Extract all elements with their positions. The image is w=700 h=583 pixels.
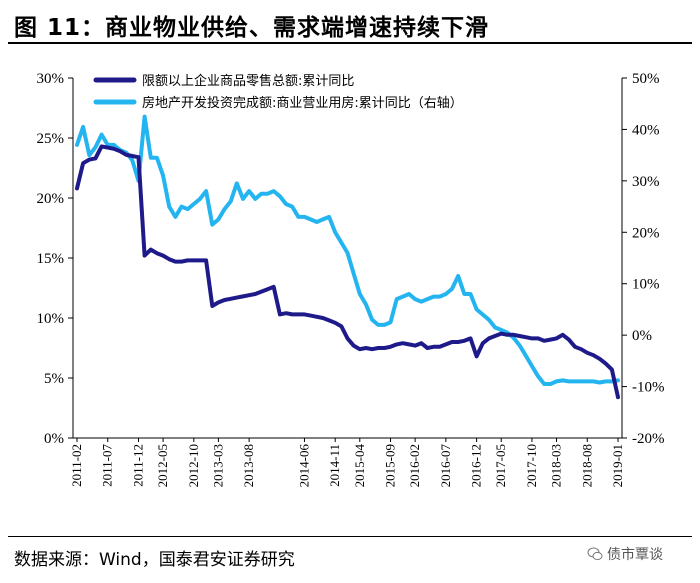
data-source: 数据来源：Wind，国泰君安证券研究 [14, 550, 295, 570]
right-tick-label: 10% [632, 277, 660, 293]
series-line-2 [75, 114, 620, 386]
x-tick-label: 2016-02 [407, 444, 422, 487]
x-tick-label: 2013-08 [241, 444, 256, 487]
title-bar: 图 11：商业物业供给、需求端增速持续下滑 [8, 4, 692, 44]
x-tick-label: 2015-04 [352, 444, 367, 488]
left-tick-label: 15% [37, 251, 65, 267]
x-tick-label: 2012-10 [186, 444, 201, 487]
left-tick-label: 0% [44, 431, 64, 447]
left-tick-label: 30% [37, 71, 65, 87]
x-tick-label: 2016-12 [469, 444, 484, 487]
x-tick-label: 2011-02 [69, 444, 84, 487]
x-tick-label: 2011-12 [130, 444, 145, 487]
footer-divider [8, 536, 692, 537]
watermark: 债市覃谈 [587, 544, 663, 564]
left-tick-label: 10% [37, 311, 65, 327]
chart-lines [75, 114, 620, 400]
chart-legend: 限额以上企业商品零售总额:累计同比 房地产开发投资完成额:商业营业用房:累计同比… [93, 73, 463, 111]
watermark-text: 债市覃谈 [607, 547, 663, 563]
right-tick-label: 0% [632, 328, 652, 344]
chart-axes: 0% 5% 10% 15% 20% 25% 30% -20% -10% 0% 10% 20% 30% 40… [37, 71, 665, 487]
left-tick-label: 20% [37, 191, 65, 207]
x-tick-label: 2019-01 [610, 444, 625, 487]
right-tick-label: -20% [632, 431, 665, 447]
x-tick-label: 2014-06 [296, 444, 311, 488]
line-chart: 0% 5% 10% 15% 20% 25% 30% -20% -10% 0% 10% 20% 30% 40… [37, 71, 665, 487]
wechat-icon [587, 547, 603, 561]
legend-label-series2: 房地产开发投资完成额:商业营业用房:累计同比（右轴） [142, 95, 463, 111]
legend-label-series1: 限额以上企业商品零售总额:累计同比 [142, 73, 354, 89]
left-tick-label: 5% [44, 371, 64, 387]
x-tick-label: 2018-03 [549, 444, 564, 487]
right-tick-label: -10% [632, 380, 665, 396]
x-tick-label: 2017-05 [493, 444, 508, 487]
right-tick-label: 30% [632, 174, 660, 190]
x-tick-label: 2018-08 [579, 444, 594, 487]
right-tick-label: 20% [632, 225, 660, 241]
right-tick-label: 50% [632, 71, 660, 87]
x-tick-label: 2016-07 [438, 444, 453, 488]
left-tick-label: 25% [37, 131, 65, 147]
figure-title: 图 11：商业物业供给、需求端增速持续下滑 [14, 15, 490, 41]
x-tick-label: 2014-11 [327, 444, 342, 487]
x-tick-label: 2017-10 [524, 444, 539, 487]
x-tick-label: 2013-03 [210, 444, 225, 487]
series-line-1 [75, 144, 620, 400]
x-tick-label: 2015-09 [383, 444, 398, 487]
x-tick-label: 2011-07 [100, 444, 115, 487]
x-tick-label: 2012-05 [155, 444, 170, 487]
right-tick-label: 40% [632, 122, 660, 138]
